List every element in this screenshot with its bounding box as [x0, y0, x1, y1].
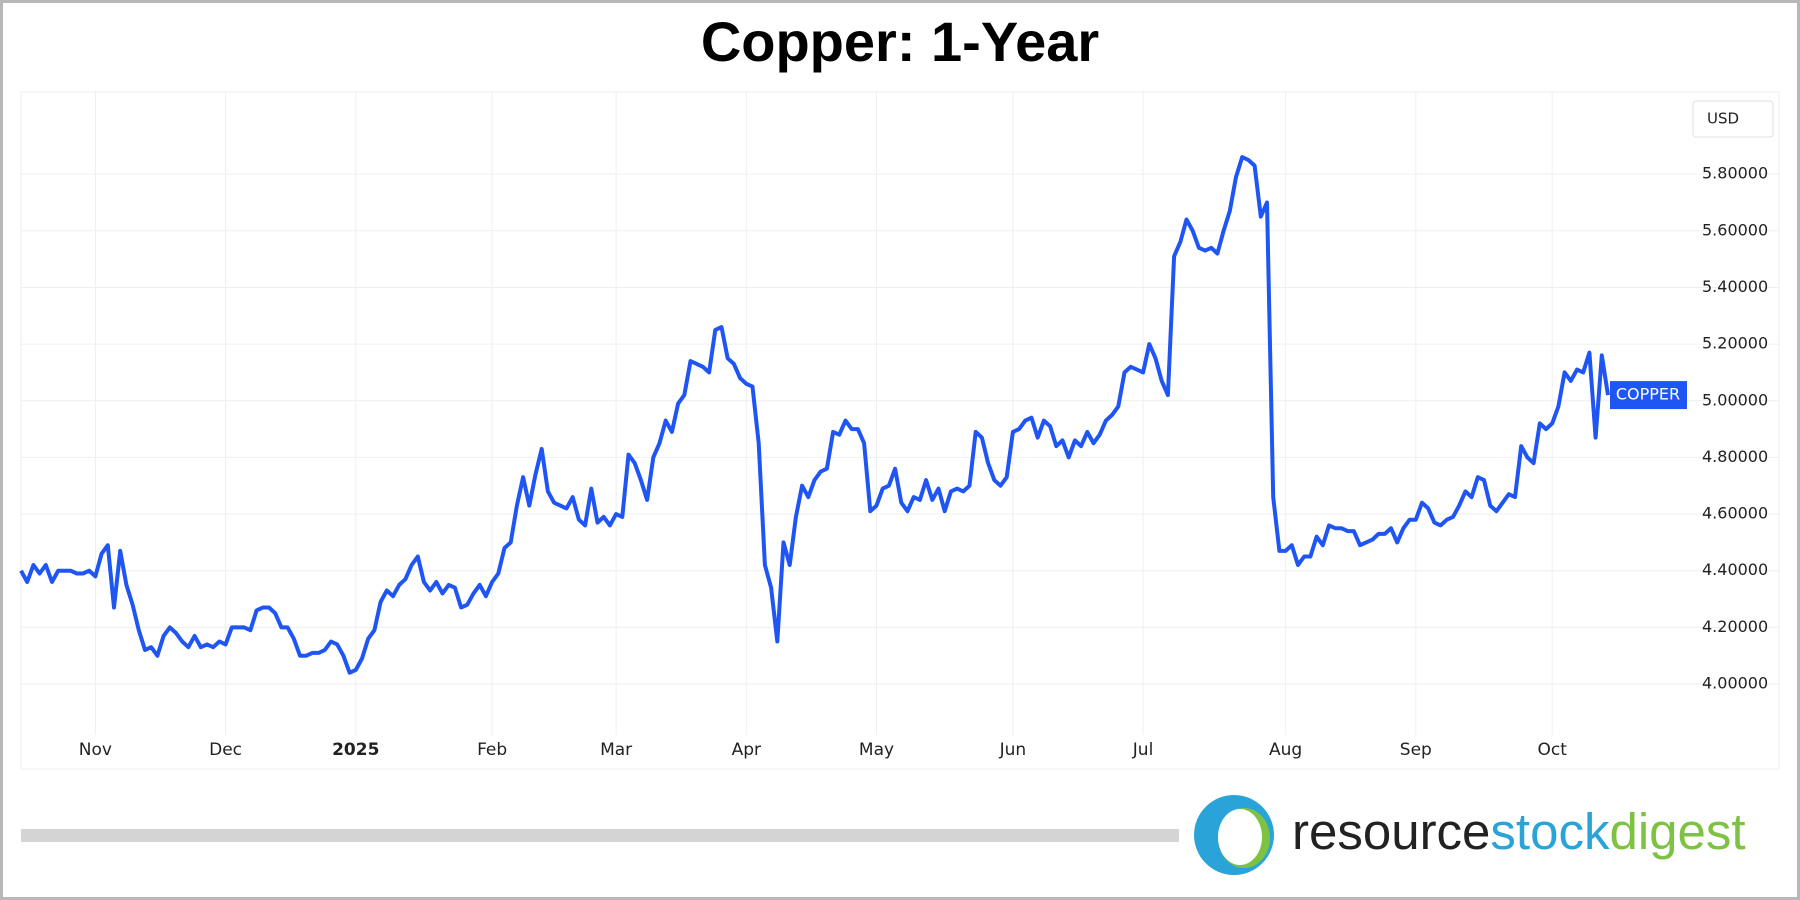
x-tick-label: Feb [477, 740, 507, 760]
y-tick-label: 4.80000 [1702, 447, 1768, 466]
y-tick-label: 5.20000 [1702, 334, 1768, 353]
last-price-badge [1610, 381, 1687, 410]
x-tick-label: Jul [1132, 740, 1154, 760]
chart-title: Copper: 1-Year [701, 10, 1099, 73]
unit-label: USD [1707, 110, 1739, 128]
y-tick-label: 5.60000 [1702, 220, 1768, 239]
x-tick-label: Mar [600, 740, 632, 760]
y-tick-label: 5.40000 [1702, 277, 1768, 296]
unit-box [1692, 100, 1774, 138]
x-tick-label: Dec [209, 740, 242, 760]
grid [21, 92, 1779, 735]
price-line [19, 155, 1610, 675]
x-tick-label: Sep [1400, 740, 1432, 760]
x-tick-label: Nov [79, 740, 112, 760]
x-tick-label: Apr [732, 740, 761, 760]
logo-part: resource [1292, 803, 1490, 860]
series-name: COPPER [1616, 385, 1680, 404]
y-tick-label: 4.60000 [1702, 504, 1768, 523]
logo-text: resourcestockdigest [1292, 803, 1746, 860]
chart-frame [20, 91, 1780, 770]
x-tick-label: 2025 [332, 740, 379, 760]
x-tick-label: Jun [999, 740, 1027, 760]
y-tick-label: 4.00000 [1702, 674, 1768, 693]
x-tick-label: May [859, 740, 894, 760]
logo-hole [1218, 809, 1262, 865]
scrollbar[interactable] [21, 829, 1179, 842]
x-tick-label: Aug [1269, 740, 1302, 760]
y-tick-label: 5.00000 [1702, 390, 1768, 409]
logo-mark [1194, 795, 1274, 875]
x-tick-label: Oct [1538, 740, 1568, 760]
logo-part: stock [1490, 803, 1610, 860]
y-tick-label: 5.80000 [1702, 164, 1768, 183]
logo-part: digest [1609, 803, 1745, 860]
y-tick-label: 4.40000 [1702, 560, 1768, 579]
y-tick-label: 4.20000 [1702, 617, 1768, 636]
